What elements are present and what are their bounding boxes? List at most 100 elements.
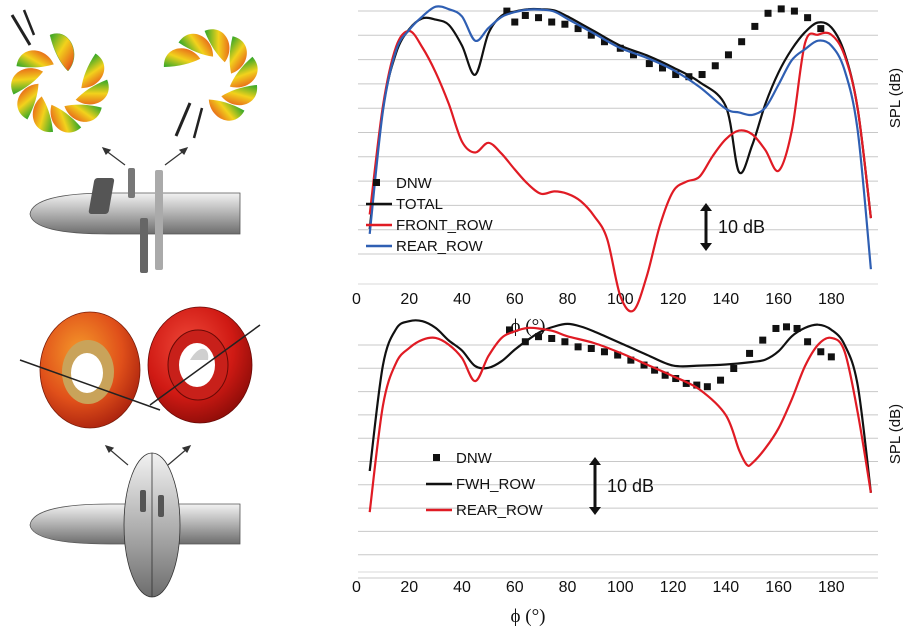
data-point (730, 365, 738, 373)
data-point (711, 62, 719, 70)
data-point (777, 5, 785, 13)
legend: DNW TOTAL FRONT_ROW REAR_ROW (366, 175, 494, 255)
series-line-rear-row (368, 326, 872, 513)
rear-rotor-blades-illustration (163, 29, 258, 139)
x-tick-label: 140 (712, 579, 739, 596)
x-tick-label: 40 (453, 579, 471, 596)
x-tick-label: 100 (607, 579, 634, 596)
data-point (548, 18, 556, 26)
legend-item: TOTAL (366, 196, 443, 213)
chart-bottom: 0 20 40 60 80 100 120 140 160 180 ϕ (°) SPL (dB) … (352, 319, 904, 627)
data-point (503, 7, 511, 15)
legend-label: DNW (396, 175, 433, 192)
acoustic-surface-ring-orange-illustration (19, 311, 161, 429)
scale-bar: 10 dB (700, 203, 765, 251)
legend-item: FRONT_ROW (366, 217, 494, 234)
legend-item: REAR_ROW (426, 502, 544, 519)
data-point (698, 71, 706, 79)
data-point (561, 20, 569, 28)
data-point (817, 25, 825, 33)
data-point (535, 14, 543, 22)
data-series (368, 319, 872, 513)
data-point (759, 336, 767, 344)
scale-bar-arrow-up-icon (700, 203, 712, 211)
data-point (640, 361, 648, 369)
legend-item: DNW (433, 450, 493, 467)
data-point (587, 344, 595, 352)
data-point (751, 22, 759, 30)
data-point (793, 324, 801, 332)
y-axis-label: SPL (dB) (887, 68, 904, 128)
series-line-rear-row (368, 5, 872, 270)
scale-bar-arrow-down-icon (700, 243, 712, 251)
x-tick-labels: 0 20 40 60 80 100 120 140 160 180 (352, 579, 845, 596)
data-point (645, 60, 653, 68)
legend-marker (373, 179, 380, 186)
data-point (764, 9, 772, 17)
grid-lines (358, 10, 878, 285)
series-line-front-row (368, 29, 872, 313)
scale-bar-arrow-up-icon (589, 457, 601, 465)
x-tick-label: 160 (765, 291, 792, 308)
data-point (682, 379, 690, 387)
x-axis-label: ϕ (°) (510, 316, 545, 337)
legend-label: REAR_ROW (396, 238, 484, 255)
data-point (521, 11, 529, 19)
series-line-total (368, 7, 872, 230)
front-rotor-blades-illustration (10, 9, 109, 133)
x-tick-label: 60 (506, 579, 524, 596)
x-tick-label: 100 (607, 291, 634, 308)
nacelle-body-illustration-bottom (29, 452, 241, 598)
scale-bar-label: 10 dB (607, 476, 654, 496)
arrow-icon (101, 147, 192, 466)
data-point (817, 348, 825, 356)
legend-marker (433, 454, 440, 461)
chart-top: 0 20 40 60 80 100 120 140 160 180 ϕ (°) SPL (dB) … (352, 5, 904, 337)
scale-bar: 10 dB (589, 457, 654, 515)
x-tick-label: 0 (352, 579, 361, 596)
data-point (574, 343, 582, 351)
legend-label: TOTAL (396, 196, 443, 213)
x-tick-label: 20 (400, 579, 418, 596)
x-tick-label: 120 (660, 291, 687, 308)
data-point (693, 381, 701, 389)
data-point (659, 64, 667, 72)
x-tick-label: 160 (765, 579, 792, 596)
legend-label: REAR_ROW (456, 502, 544, 519)
scale-bar-arrow-down-icon (589, 507, 601, 515)
x-tick-label: 80 (559, 291, 577, 308)
x-tick-label: 180 (818, 579, 845, 596)
x-tick-label: 0 (352, 291, 361, 308)
data-point (600, 38, 608, 46)
data-point (574, 25, 582, 33)
legend-item: REAR_ROW (366, 238, 484, 255)
data-point (511, 18, 519, 26)
x-tick-label: 40 (453, 291, 471, 308)
data-point (790, 7, 798, 15)
data-point (717, 376, 725, 384)
legend: DNW FWH_ROW REAR_ROW (426, 450, 544, 519)
x-axis-label: ϕ (°) (510, 606, 545, 627)
x-tick-label: 120 (660, 579, 687, 596)
data-point (627, 356, 635, 364)
series-dnw (503, 5, 825, 81)
data-point (772, 324, 780, 332)
data-point (506, 326, 514, 334)
legend-label: FWH_ROW (456, 476, 536, 493)
legend-item: FWH_ROW (426, 476, 536, 493)
scale-bar-label: 10 dB (718, 217, 765, 237)
legend-item: DNW (373, 175, 433, 192)
data-point (561, 338, 569, 346)
data-point (548, 334, 556, 342)
series-line-fwh-row (368, 319, 872, 493)
data-point (724, 51, 732, 59)
data-point (600, 348, 608, 356)
data-point (804, 14, 812, 22)
data-point (804, 338, 812, 346)
data-point (827, 353, 835, 361)
illustration-panel (10, 9, 261, 598)
x-tick-label: 20 (400, 291, 418, 308)
data-series (368, 5, 872, 313)
acoustic-surface-ring-red-illustration (147, 306, 261, 424)
